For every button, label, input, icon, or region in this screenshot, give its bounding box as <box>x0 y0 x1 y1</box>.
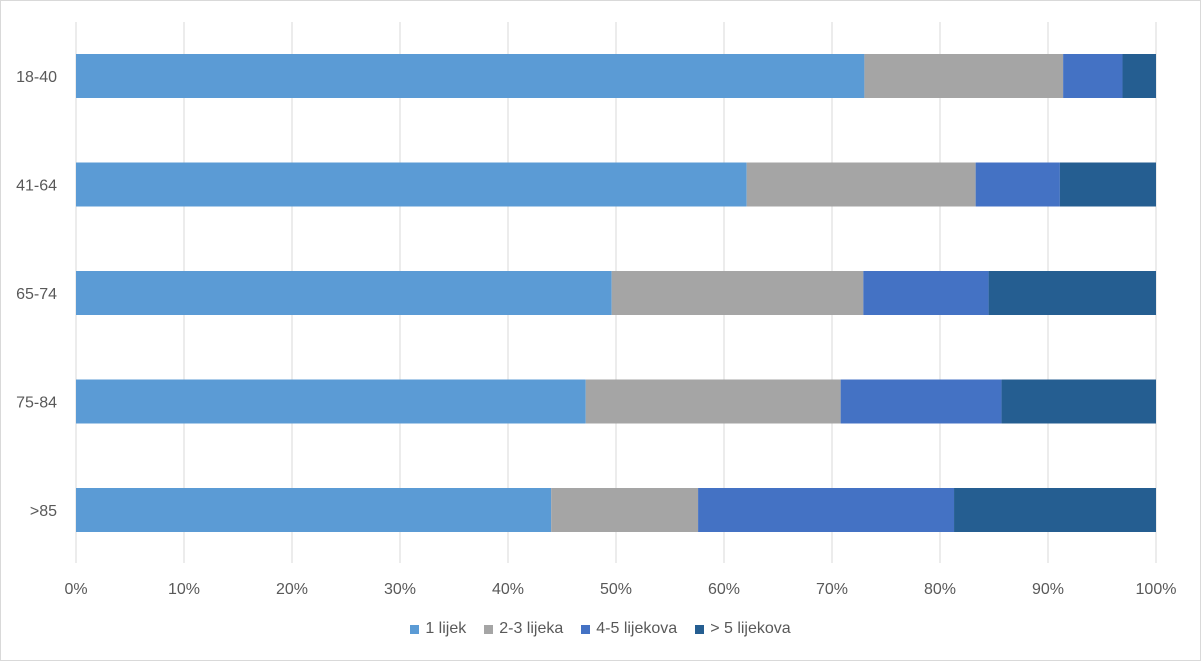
x-tick-label: 50% <box>600 581 632 598</box>
bar-segment <box>1063 54 1123 98</box>
x-tick-label: 70% <box>816 581 848 598</box>
bar-segment <box>585 379 841 424</box>
legend: 1 lijek 2-3 lijeka 4-5 lijekova > 5 lijekov… <box>0 620 1201 638</box>
category-label: 65-74 <box>16 286 57 303</box>
x-tick-label: 80% <box>924 581 956 598</box>
category-label: 75-84 <box>16 395 57 412</box>
bar-segment <box>863 271 989 315</box>
legend-label: > 5 lijekova <box>710 620 791 637</box>
legend-swatch <box>581 624 591 634</box>
category-label: >85 <box>30 503 57 520</box>
x-tick-label: 60% <box>708 581 740 598</box>
bar-segment <box>975 162 1060 207</box>
bar-segment <box>76 271 612 315</box>
legend-item: > 5 lijekova <box>695 620 791 638</box>
legend-swatch <box>484 624 494 634</box>
legend-label: 1 lijek <box>425 620 467 637</box>
bars <box>76 54 1156 532</box>
bar-segment <box>1059 162 1156 207</box>
legend-item: 1 lijek <box>410 620 466 638</box>
bar-segment <box>76 488 552 532</box>
legend-label: 2-3 lijeka <box>499 620 564 637</box>
legend-swatch <box>410 624 420 634</box>
x-tick-label: 20% <box>276 581 308 598</box>
bar-segment <box>746 162 976 207</box>
bar-segment <box>76 162 747 207</box>
bar-segment <box>76 379 586 424</box>
legend-item: 4-5 lijekova <box>581 620 677 638</box>
category-label: 18-40 <box>16 69 57 86</box>
x-tick-label: 10% <box>168 581 200 598</box>
bar-segment <box>1001 379 1156 424</box>
x-tick-label: 90% <box>1032 581 1064 598</box>
legend-item: 2-3 lijeka <box>484 620 563 638</box>
bar-segment <box>954 488 1156 532</box>
legend-swatch <box>695 624 705 634</box>
bar-segment <box>698 488 955 532</box>
x-tick-label: 0% <box>64 581 87 598</box>
bar-segment <box>551 488 699 532</box>
x-tick-label: 30% <box>384 581 416 598</box>
legend-label: 4-5 lijekova <box>596 620 678 637</box>
bar-segment <box>840 379 1002 424</box>
axes: 0% 10% 20% 30% 40% 50% 60% 70% 80% 90% 100% 18-40 41… <box>16 69 1176 598</box>
x-tick-label: 40% <box>492 581 524 598</box>
bar-segment <box>864 54 1064 98</box>
bar-segment <box>988 271 1156 315</box>
bar-segment <box>1122 54 1156 98</box>
bar-segment <box>76 54 865 98</box>
category-label: 41-64 <box>16 178 57 195</box>
bar-segment <box>611 271 864 315</box>
x-tick-label: 100% <box>1136 581 1177 598</box>
